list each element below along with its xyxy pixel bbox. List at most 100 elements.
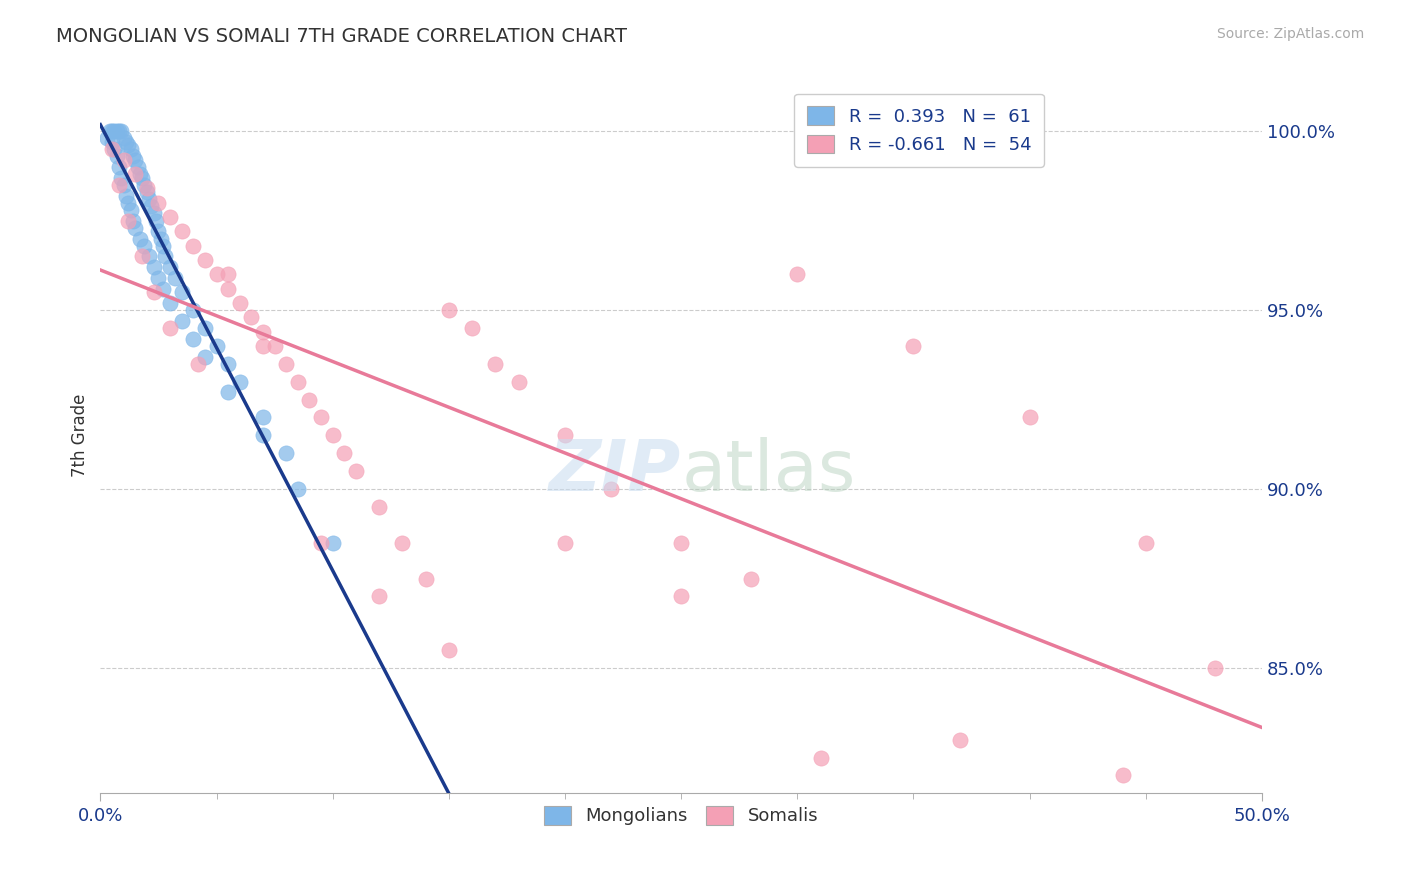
Point [322,428,344,442]
Point [108,160,131,174]
Point [131,249,153,263]
Point [669,535,692,549]
Point [240,310,263,325]
Point [181,238,204,252]
Point [117,213,139,227]
Point [194,350,217,364]
Point [112,178,135,192]
Point [187,357,209,371]
Point [252,339,274,353]
Point [205,268,228,282]
Point [484,357,506,371]
Point [155,249,177,263]
Point [217,282,239,296]
Point [252,410,274,425]
Point [437,303,460,318]
Point [101,142,124,156]
Point [163,271,186,285]
Point [115,135,138,149]
Point [287,482,309,496]
Point [122,213,145,227]
Point [108,178,131,192]
Point [252,325,274,339]
Point [101,124,124,138]
Point [103,142,125,156]
Point [134,178,156,192]
Point [128,231,150,245]
Text: atlas: atlas [681,437,855,506]
Point [170,314,193,328]
Point [110,170,132,185]
Point [1111,768,1133,782]
Point [159,296,181,310]
Point [159,210,181,224]
Point [152,282,174,296]
Point [194,321,217,335]
Legend: Mongolians, Somalis: Mongolians, Somalis [536,797,827,834]
Point [786,268,808,282]
Point [554,428,576,442]
Text: Source: ZipAtlas.com: Source: ZipAtlas.com [1216,27,1364,41]
Point [120,142,142,156]
Point [276,446,298,460]
Point [229,375,252,389]
Point [368,500,391,514]
Point [554,535,576,549]
Point [740,572,762,586]
Point [903,339,925,353]
Point [263,339,285,353]
Point [170,224,193,238]
Point [96,131,118,145]
Point [217,268,239,282]
Point [101,135,124,149]
Point [112,131,135,145]
Point [217,357,239,371]
Point [600,482,623,496]
Point [138,192,160,206]
Point [159,321,181,335]
Point [124,167,146,181]
Point [142,285,165,300]
Point [142,206,165,220]
Point [152,238,174,252]
Point [159,260,181,275]
Point [115,188,138,202]
Point [108,124,131,138]
Point [141,199,163,213]
Point [122,149,145,163]
Y-axis label: 7th Grade: 7th Grade [72,393,89,477]
Point [181,332,204,346]
Point [128,167,150,181]
Point [117,195,139,210]
Point [170,285,193,300]
Point [120,202,142,217]
Point [415,572,437,586]
Point [368,590,391,604]
Point [148,224,170,238]
Point [142,260,165,275]
Point [309,410,332,425]
Point [309,535,332,549]
Point [105,124,128,138]
Point [437,643,460,657]
Point [949,732,972,747]
Point [105,149,128,163]
Point [1204,661,1226,675]
Point [333,446,356,460]
Point [508,375,530,389]
Point [103,124,125,138]
Point [112,153,135,167]
Point [124,153,146,167]
Point [145,213,167,227]
Point [181,303,204,318]
Point [391,535,413,549]
Point [138,249,160,263]
Point [810,750,832,764]
Point [127,160,149,174]
Point [276,357,298,371]
Point [134,238,156,252]
Point [322,535,344,549]
Point [149,231,172,245]
Point [124,220,146,235]
Point [1018,410,1040,425]
